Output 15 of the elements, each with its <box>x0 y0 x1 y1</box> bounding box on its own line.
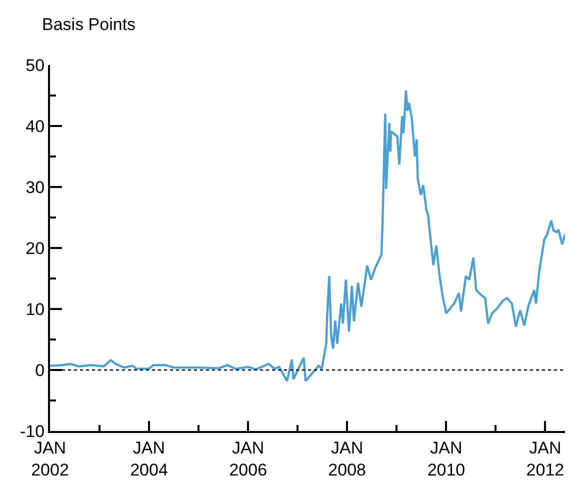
y-tick-label: 40 <box>26 116 45 136</box>
y-tick-label: 50 <box>26 56 45 75</box>
x-tick-label: JAN 2006 <box>229 438 268 480</box>
x-tick-label: JAN 2002 <box>31 438 69 480</box>
x-tick-label: JAN 2004 <box>130 438 168 480</box>
line-series <box>50 90 565 382</box>
y-tick-label: 30 <box>26 178 45 197</box>
y-tick-label: 10 <box>26 300 45 319</box>
y-axis-title: Basis Points <box>42 15 136 34</box>
x-tick-label: JAN 2008 <box>328 438 366 480</box>
y-tick-label: -10 <box>20 422 45 441</box>
x-tick-label: JAN 2012 <box>526 438 564 480</box>
x-tick-label: JAN 2010 <box>427 438 466 480</box>
y-tick-label: 20 <box>26 238 45 258</box>
y-tick-label: 0 <box>35 360 45 380</box>
